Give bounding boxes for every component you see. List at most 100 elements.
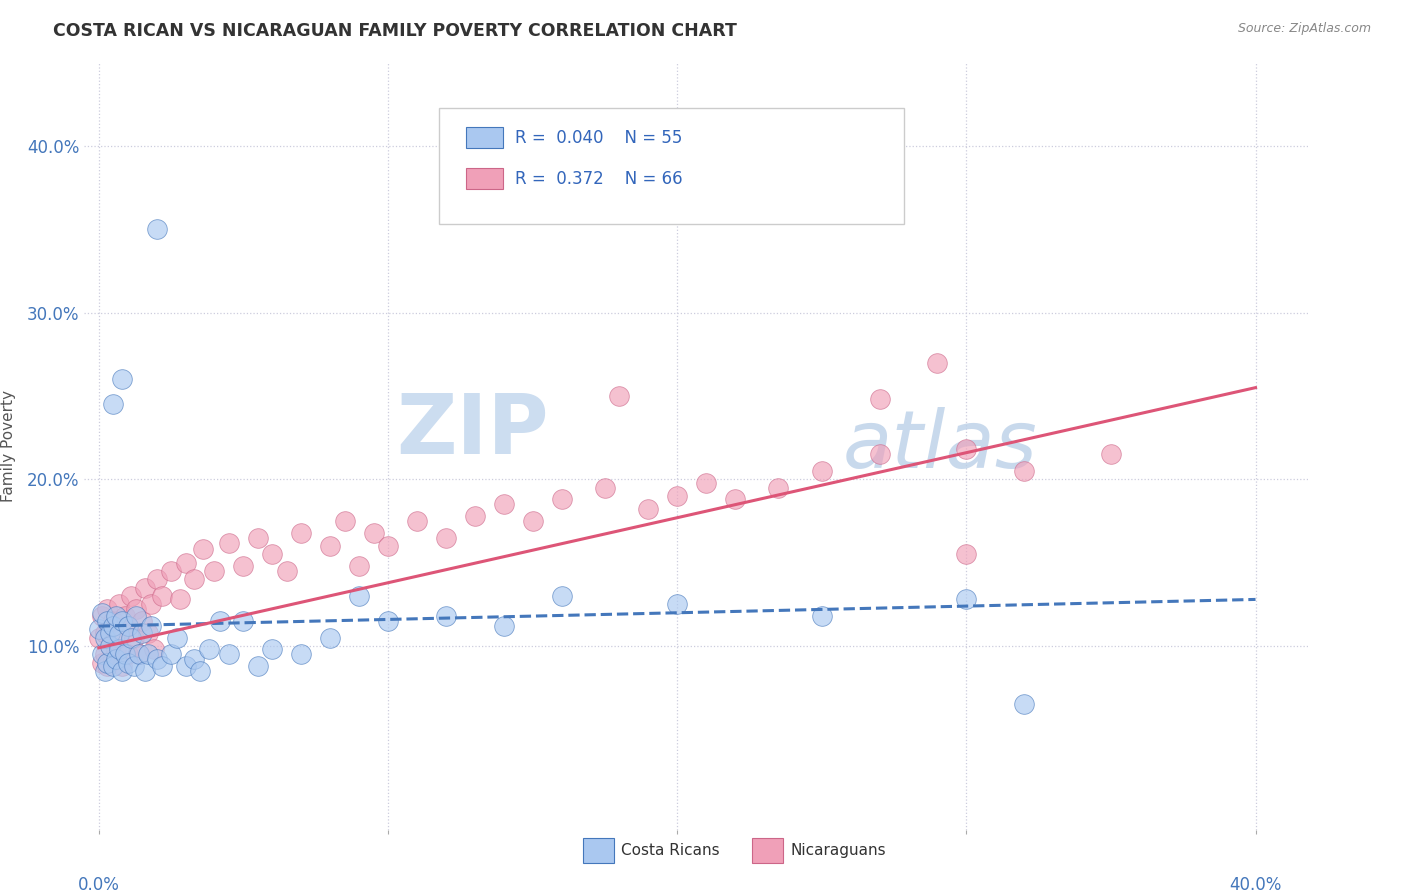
Point [209, 614, 232, 628]
Point [134, 581, 156, 595]
Point [666, 598, 689, 612]
Point [136, 625, 159, 640]
Point [927, 356, 949, 370]
Point [869, 392, 891, 407]
Point [810, 609, 832, 624]
Point [152, 589, 174, 603]
Point [114, 609, 136, 624]
Point [122, 631, 145, 645]
Point [117, 656, 139, 670]
Point [377, 614, 399, 628]
Point [128, 648, 150, 662]
Point [108, 642, 131, 657]
Point [117, 619, 139, 633]
Point [103, 619, 125, 633]
Point [93, 664, 115, 678]
Point [105, 609, 128, 624]
Point [111, 614, 134, 628]
Point [246, 659, 269, 673]
Point [93, 631, 115, 645]
Point [218, 648, 240, 662]
Point [724, 492, 747, 507]
Point [1012, 698, 1035, 712]
Point [93, 625, 115, 640]
Point [145, 652, 167, 666]
Y-axis label: Family Poverty: Family Poverty [1, 390, 15, 502]
Point [145, 222, 167, 236]
Point [169, 592, 191, 607]
Point [333, 514, 356, 528]
Point [550, 589, 572, 603]
Text: 0.0%: 0.0% [77, 876, 120, 892]
Point [142, 642, 165, 657]
Point [90, 606, 112, 620]
Point [111, 372, 134, 386]
Point [319, 631, 342, 645]
Point [103, 614, 125, 628]
Point [87, 623, 110, 637]
Point [90, 656, 112, 670]
Point [103, 659, 125, 673]
Point [117, 619, 139, 633]
Bar [583, 838, 614, 863]
Point [122, 659, 145, 673]
Text: 40.0%: 40.0% [1229, 876, 1282, 892]
Point [111, 659, 134, 673]
Point [262, 642, 284, 657]
Point [550, 492, 572, 507]
Point [955, 592, 977, 607]
Point [347, 589, 370, 603]
Point [120, 589, 142, 603]
Point [160, 648, 183, 662]
Point [174, 556, 197, 570]
Point [768, 481, 790, 495]
Point [90, 609, 112, 624]
Point [246, 531, 269, 545]
Point [96, 656, 118, 670]
Point [434, 531, 457, 545]
Point [100, 639, 122, 653]
Point [406, 514, 429, 528]
Point [96, 602, 118, 616]
Point [111, 664, 134, 678]
Point [117, 648, 139, 662]
Point [607, 389, 630, 403]
Point [114, 648, 136, 662]
Point [131, 625, 153, 640]
Point [108, 627, 131, 641]
FancyBboxPatch shape [439, 109, 904, 224]
Point [188, 664, 211, 678]
Point [262, 548, 284, 562]
Point [128, 648, 150, 662]
Text: Costa Ricans: Costa Ricans [621, 844, 720, 858]
Point [152, 659, 174, 673]
Text: ZIP: ZIP [396, 390, 550, 471]
Point [87, 631, 110, 645]
Point [695, 475, 717, 490]
Point [232, 559, 254, 574]
Point [492, 619, 515, 633]
Point [160, 564, 183, 578]
Point [319, 539, 342, 553]
Point [125, 609, 148, 624]
Point [464, 509, 486, 524]
Point [90, 648, 112, 662]
Bar [465, 127, 503, 148]
Bar [465, 168, 503, 189]
Point [232, 614, 254, 628]
Point [810, 464, 832, 478]
Point [139, 598, 162, 612]
Point [1099, 447, 1122, 461]
Point [204, 564, 226, 578]
Point [145, 573, 167, 587]
Point [290, 525, 312, 540]
Point [166, 631, 188, 645]
Point [125, 602, 148, 616]
Point [955, 442, 977, 457]
Point [363, 525, 385, 540]
Point [105, 652, 128, 666]
Point [492, 497, 515, 511]
Point [183, 573, 205, 587]
Point [103, 397, 125, 411]
Text: COSTA RICAN VS NICARAGUAN FAMILY POVERTY CORRELATION CHART: COSTA RICAN VS NICARAGUAN FAMILY POVERTY… [53, 22, 737, 40]
